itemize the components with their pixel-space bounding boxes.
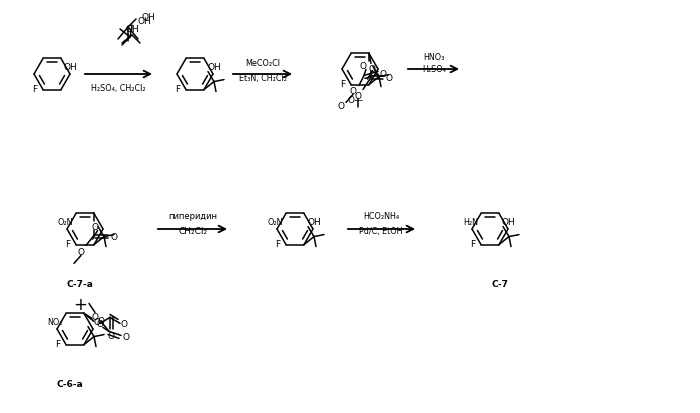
Text: OH: OH — [142, 14, 155, 22]
Text: O: O — [97, 319, 104, 328]
Text: HNO₃: HNO₃ — [424, 52, 444, 62]
Text: OH: OH — [125, 26, 139, 34]
Text: Et₃N, CH₂Cl₂: Et₃N, CH₂Cl₂ — [239, 74, 287, 82]
Text: O: O — [360, 62, 367, 71]
Text: O: O — [337, 102, 344, 111]
Text: +: + — [73, 295, 87, 313]
Text: O: O — [386, 74, 393, 83]
Text: C-6-a: C-6-a — [57, 380, 83, 389]
Text: H₂N: H₂N — [463, 217, 478, 226]
Text: C-7-a: C-7-a — [66, 280, 93, 289]
Text: OH: OH — [64, 63, 78, 72]
Text: NO₂: NO₂ — [48, 317, 63, 326]
Text: O: O — [379, 70, 386, 79]
Text: OH: OH — [307, 217, 321, 226]
Text: OH: OH — [137, 17, 150, 26]
Text: O—: O— — [347, 96, 363, 104]
Text: OH: OH — [207, 63, 220, 72]
Text: O₂N: O₂N — [57, 217, 73, 226]
Text: HCO₂NH₄: HCO₂NH₄ — [363, 212, 399, 221]
Text: F: F — [275, 240, 281, 249]
Text: O: O — [97, 316, 104, 325]
Text: F: F — [32, 85, 38, 94]
Text: O: O — [111, 233, 118, 241]
Text: O₂N: O₂N — [267, 217, 283, 226]
Text: O: O — [108, 331, 115, 340]
Text: C-7: C-7 — [491, 280, 508, 289]
Text: O: O — [122, 332, 130, 341]
Text: F: F — [55, 339, 61, 348]
Text: CH₂Cl₂: CH₂Cl₂ — [178, 227, 208, 236]
Text: F: F — [470, 240, 475, 249]
Text: пиперидин: пиперидин — [169, 212, 218, 221]
Text: MeCO₂Cl: MeCO₂Cl — [246, 59, 281, 68]
Text: F: F — [65, 240, 71, 249]
Text: O: O — [368, 65, 375, 74]
Text: O: O — [354, 92, 361, 101]
Text: F: F — [340, 80, 346, 89]
Text: O: O — [349, 87, 356, 96]
Text: Pd/C, EtOH: Pd/C, EtOH — [359, 227, 402, 236]
Text: H₂SO₄, CH₂Cl₂: H₂SO₄, CH₂Cl₂ — [91, 83, 146, 92]
Text: OH: OH — [502, 217, 516, 226]
Text: O: O — [120, 319, 127, 328]
Text: O: O — [92, 222, 99, 231]
Text: F: F — [176, 85, 181, 94]
Text: O: O — [94, 317, 101, 326]
Text: O: O — [92, 312, 99, 321]
Text: O: O — [78, 247, 85, 256]
Text: H₂SO₄: H₂SO₄ — [422, 65, 446, 74]
